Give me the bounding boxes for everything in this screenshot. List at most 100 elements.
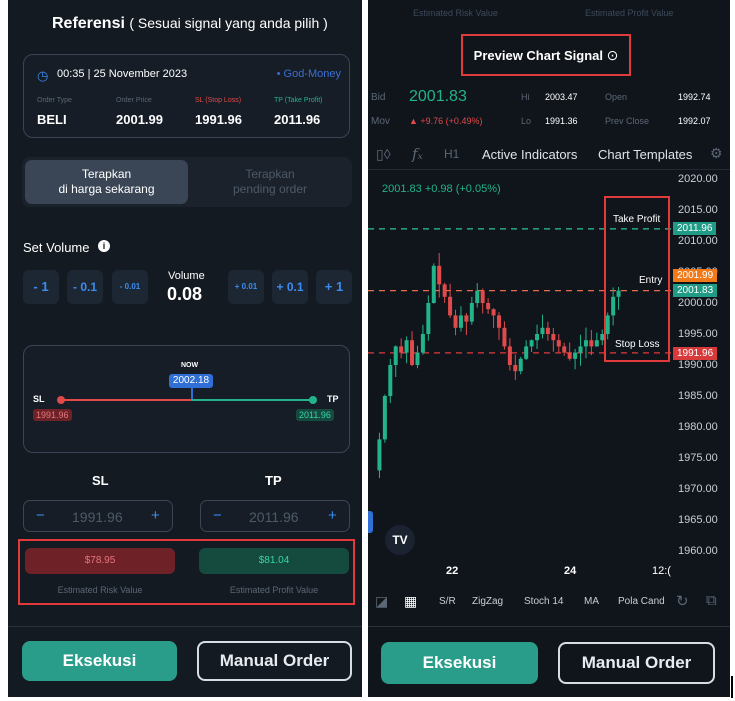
y-tick: 1975.00	[678, 452, 718, 464]
tp-range-value: 2011.96	[296, 409, 334, 421]
execute-button[interactable]: Eksekusi	[22, 641, 177, 681]
drawer-handle[interactable]	[368, 511, 373, 533]
draw-tool-icon[interactable]: ◪	[375, 593, 389, 609]
candle-body	[611, 296, 616, 316]
candle-body	[448, 296, 453, 316]
candle-body	[567, 352, 572, 359]
active-indicators-button[interactable]: Active Indicators	[482, 147, 578, 162]
tp-increase-button[interactable]: +	[328, 507, 337, 524]
volume-label: Volume	[168, 270, 205, 282]
sl-increase-button[interactable]: +	[151, 507, 160, 524]
candle-body	[475, 290, 480, 303]
tool-zigzag[interactable]: ZigZag	[472, 596, 504, 607]
stop-loss-price-tag: 1991.96	[673, 347, 718, 360]
candle-body	[480, 290, 485, 303]
candle-body	[388, 365, 393, 396]
y-tick: 1980.00	[678, 421, 718, 433]
sl-input-value: 1991.96	[72, 509, 123, 525]
volume-plus-1-button[interactable]: + 1	[316, 270, 352, 304]
stop-loss-value: 1991.96	[195, 112, 242, 127]
candle-body	[431, 265, 436, 303]
candle-body	[518, 358, 523, 372]
y-tick: 2010.00	[678, 235, 718, 247]
x-tick-12: 12:(	[652, 565, 671, 577]
profit-value-label: Estimated Profit Value	[229, 585, 319, 595]
candle-body	[535, 334, 540, 341]
function-icon[interactable]: fₓ	[412, 145, 423, 163]
interval-button[interactable]: H1	[444, 147, 460, 161]
volume-plus-0.01-button[interactable]: + 0.01	[228, 270, 264, 304]
tp-input-field[interactable]: − 2011.96 +	[200, 500, 350, 532]
y-tick: 1990.00	[678, 359, 718, 371]
y-tick: 2000.00	[678, 297, 718, 309]
tab-pending-line2: pending order	[232, 182, 308, 196]
tool-ma[interactable]: MA	[584, 596, 599, 607]
tab-pending-order[interactable]: Terapkan pending order	[190, 160, 350, 204]
now-price-badge: 2002.18	[169, 374, 213, 388]
tab-apply-now[interactable]: Terapkan di harga sekarang	[25, 160, 188, 204]
now-marker	[191, 388, 193, 400]
lo-label: Lo	[521, 116, 532, 126]
candle-body	[616, 290, 621, 297]
candle-body	[583, 340, 588, 347]
entry-line-label: Entry	[639, 275, 663, 286]
x-tick-24: 24	[564, 565, 577, 577]
manual-order-button[interactable]: Manual Order	[558, 642, 715, 684]
info-icon[interactable]: i	[98, 240, 110, 252]
order-price-label: Order Price	[116, 97, 152, 104]
candle-body	[491, 309, 496, 316]
candle-body	[415, 352, 420, 365]
volume-plus-0.1-button[interactable]: + 0.1	[272, 270, 308, 304]
screenshot-icon[interactable]: ⧉	[706, 592, 717, 609]
sl-input-field[interactable]: − 1991.96 +	[23, 500, 173, 532]
volume-minus-0.1-button[interactable]: - 0.1	[67, 270, 103, 304]
candle-body	[410, 340, 415, 365]
bottom-toolbar: ◪ ▦ S/R ZigZag Stoch 14 MA Pola Cand ↻ ⧉	[368, 588, 730, 618]
candle-type-icon[interactable]: ▯◊	[376, 146, 391, 162]
preview-chart-signal-button[interactable]: Preview Chart Signal ⊙	[461, 34, 631, 76]
estimated-values-highlight	[18, 539, 355, 605]
apply-mode-tabs: Terapkan di harga sekarang Terapkan pend…	[22, 157, 352, 207]
candle-body	[486, 303, 491, 310]
y-tick: 1965.00	[678, 514, 718, 526]
volume-minus-1-button[interactable]: - 1	[23, 270, 59, 304]
sl-title: SL	[92, 473, 109, 488]
open-label: Open	[605, 92, 628, 102]
y-tick: 1995.00	[678, 328, 718, 340]
manual-order-button[interactable]: Manual Order	[197, 641, 352, 681]
candle-body	[497, 315, 501, 328]
calendar-icon[interactable]: ▦	[404, 593, 418, 609]
signal-levels-highlight	[604, 196, 670, 362]
hi-value: 2003.47	[545, 92, 578, 102]
tp-handle[interactable]	[309, 396, 317, 404]
stop-loss-label: SL (Stop Loss)	[195, 97, 242, 104]
candle-body	[551, 334, 556, 341]
order-price-value: 2001.99	[116, 112, 163, 127]
x-tick-22: 22	[446, 565, 459, 577]
signal-provider: • God-Money	[276, 68, 341, 80]
tool-sr[interactable]: S/R	[439, 596, 456, 607]
candle-body	[513, 365, 518, 372]
candle-body	[382, 396, 387, 440]
header-title: Referensi	[52, 15, 125, 32]
tp-range-label: TP	[327, 394, 339, 404]
sl-handle[interactable]	[57, 396, 65, 404]
open-value: 1992.74	[678, 92, 711, 102]
sl-decrease-button[interactable]: −	[36, 507, 45, 524]
tradingview-logo: TV	[385, 525, 415, 555]
settings-gear-icon[interactable]: ⚙	[710, 145, 723, 161]
candle-body	[573, 352, 578, 359]
volume-minus-0.01-button[interactable]: - 0.01	[112, 270, 148, 304]
execute-button[interactable]: Eksekusi	[381, 642, 538, 684]
candle-body	[393, 346, 398, 365]
chart-templates-button[interactable]: Chart Templates	[598, 147, 693, 162]
order-type-value: BELI	[37, 112, 67, 127]
candle-body	[507, 346, 512, 365]
replay-icon[interactable]: ↻	[676, 593, 689, 610]
mov-value: ▲ +9.76 (+0.49%)	[409, 116, 483, 126]
tool-stoch[interactable]: Stoch 14	[524, 596, 564, 607]
tool-pola-candle[interactable]: Pola Cand	[618, 596, 665, 607]
price-chart[interactable]: 2001.83 +0.98 (+0.05%) 2020.00 2015.00 201…	[368, 171, 730, 569]
tp-decrease-button[interactable]: −	[213, 507, 222, 524]
candle-body	[556, 340, 561, 347]
